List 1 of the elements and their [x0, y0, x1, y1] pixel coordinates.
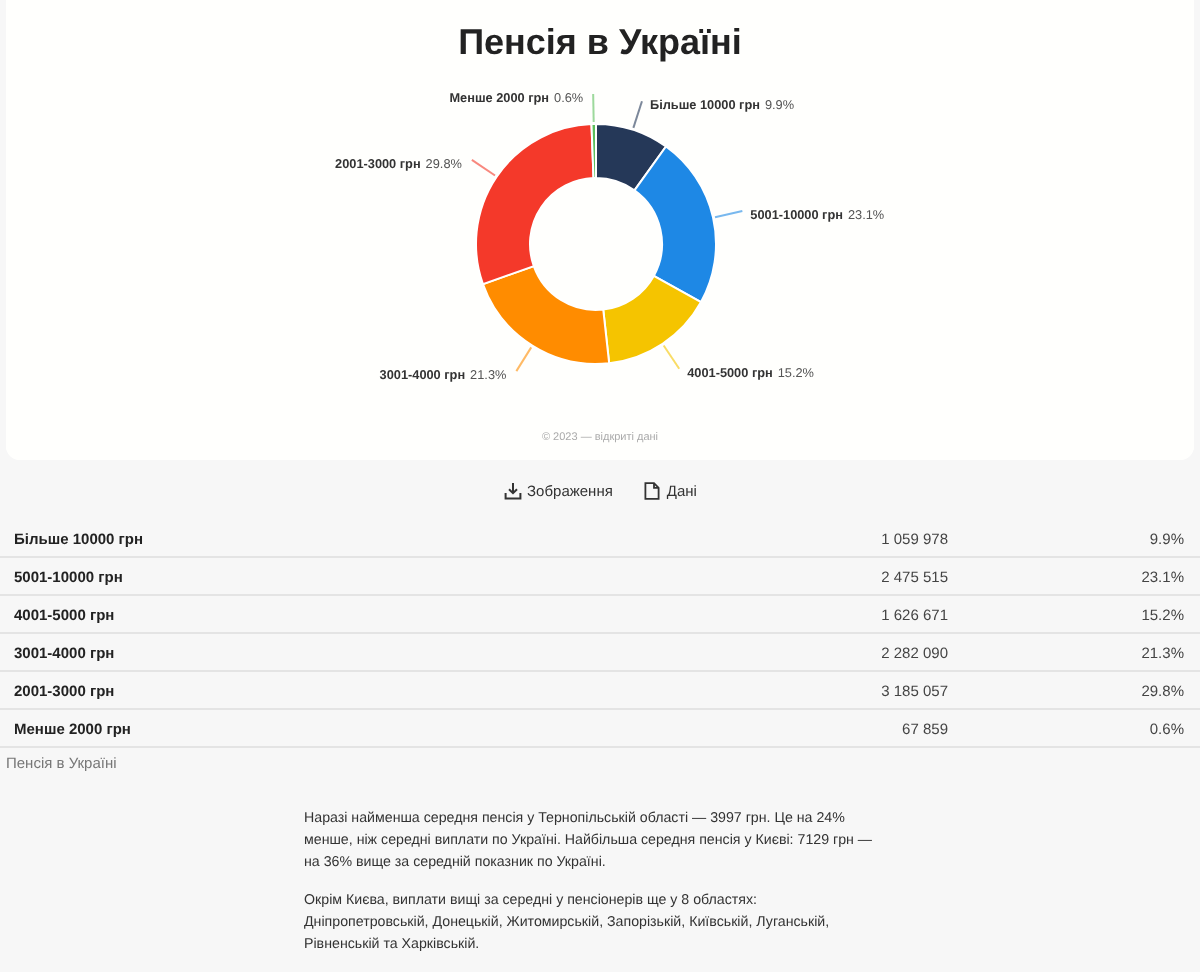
chart-title: Пенсія в Україні	[458, 22, 742, 62]
